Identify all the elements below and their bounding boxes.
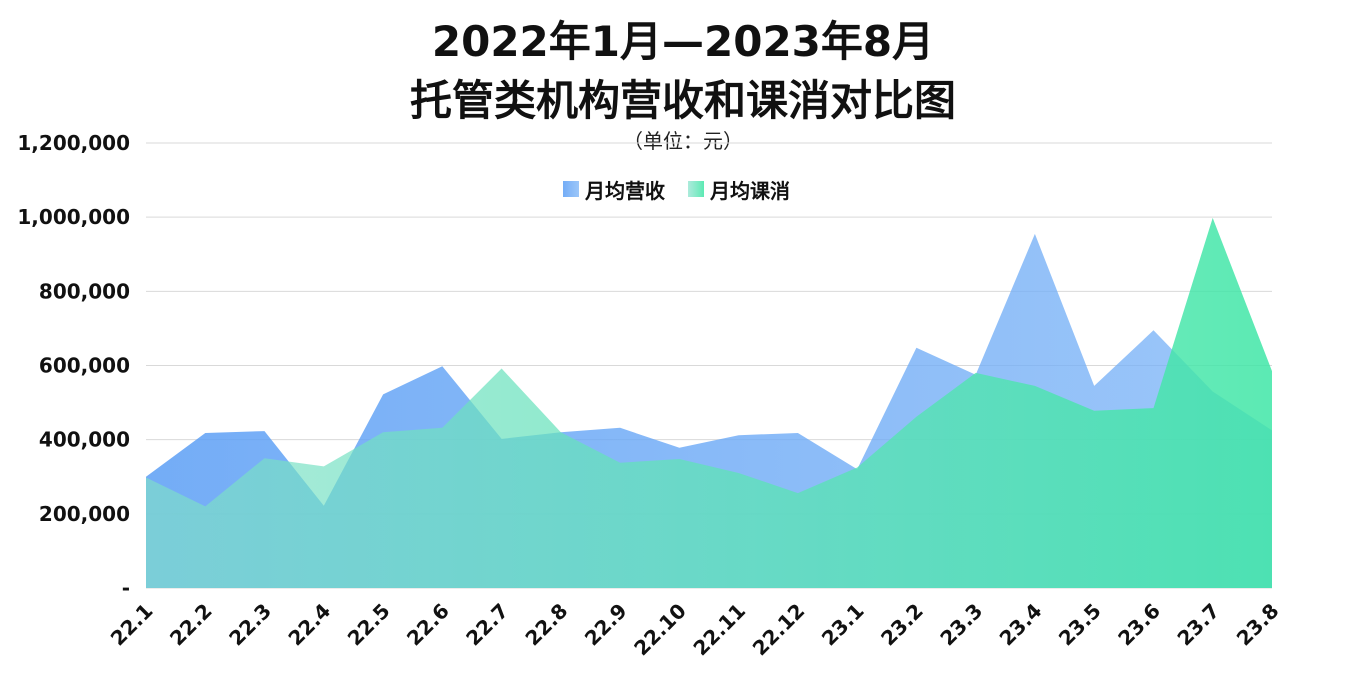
x-tick-label: 22.8 xyxy=(521,599,573,651)
x-tick-label: 23.1 xyxy=(817,599,869,651)
x-tick-label: 22.3 xyxy=(224,599,276,651)
x-tick-label: 22.12 xyxy=(748,599,810,661)
x-tick-label: 23.3 xyxy=(935,599,987,651)
x-tick-label: 22.10 xyxy=(629,599,691,661)
x-tick-label: 23.2 xyxy=(876,599,928,651)
x-tick-label: 23.7 xyxy=(1172,599,1224,651)
x-tick-label: 23.8 xyxy=(1232,599,1284,651)
y-tick-label: - xyxy=(122,576,130,600)
x-tick-label: 23.4 xyxy=(995,599,1047,651)
x-axis-ticks: 22.1 22.2 22.3 22.4 22.5 22.6 22.7 22.8 22.922.1… xyxy=(106,599,1284,661)
x-tick-label: 22.7 xyxy=(461,599,513,651)
chart-subtitle: （单位：元） xyxy=(623,129,743,153)
y-tick-label: 600,000 xyxy=(39,354,130,378)
y-tick-label: 800,000 xyxy=(39,279,130,303)
chart-title-line-2: 托管类机构营收和课消对比图 xyxy=(410,76,956,125)
chart-title-line-1: 2022年1月—2023年8月 xyxy=(432,17,934,66)
x-tick-label: 22.9 xyxy=(580,599,632,651)
legend-label-revenue: 月均营收 xyxy=(584,179,665,203)
y-tick-label: 1,200,000 xyxy=(17,131,130,155)
x-tick-label: 22.1 xyxy=(106,599,158,651)
y-axis-ticks: - 200,000 400,000 600,000 800,000 1,000,000 1,… xyxy=(17,131,130,600)
legend-swatch-revenue xyxy=(563,181,579,197)
x-tick-label: 22.4 xyxy=(283,599,335,651)
legend-swatch-consume xyxy=(688,181,704,197)
series-areas xyxy=(146,217,1272,588)
legend-label-consume: 月均课消 xyxy=(709,179,790,203)
y-tick-label: 400,000 xyxy=(39,428,130,452)
x-tick-label: 23.6 xyxy=(1113,599,1165,651)
x-tick-label: 22.11 xyxy=(688,599,750,661)
x-tick-label: 22.2 xyxy=(165,599,217,651)
x-tick-label: 22.5 xyxy=(343,599,395,651)
x-tick-label: 23.5 xyxy=(1054,599,1106,651)
y-tick-label: 1,000,000 xyxy=(17,205,130,229)
area-series-consumption xyxy=(146,217,1272,588)
legend: 月均营收 月均课消 xyxy=(563,179,790,203)
y-tick-label: 200,000 xyxy=(39,502,130,526)
x-tick-label: 22.6 xyxy=(402,599,454,651)
